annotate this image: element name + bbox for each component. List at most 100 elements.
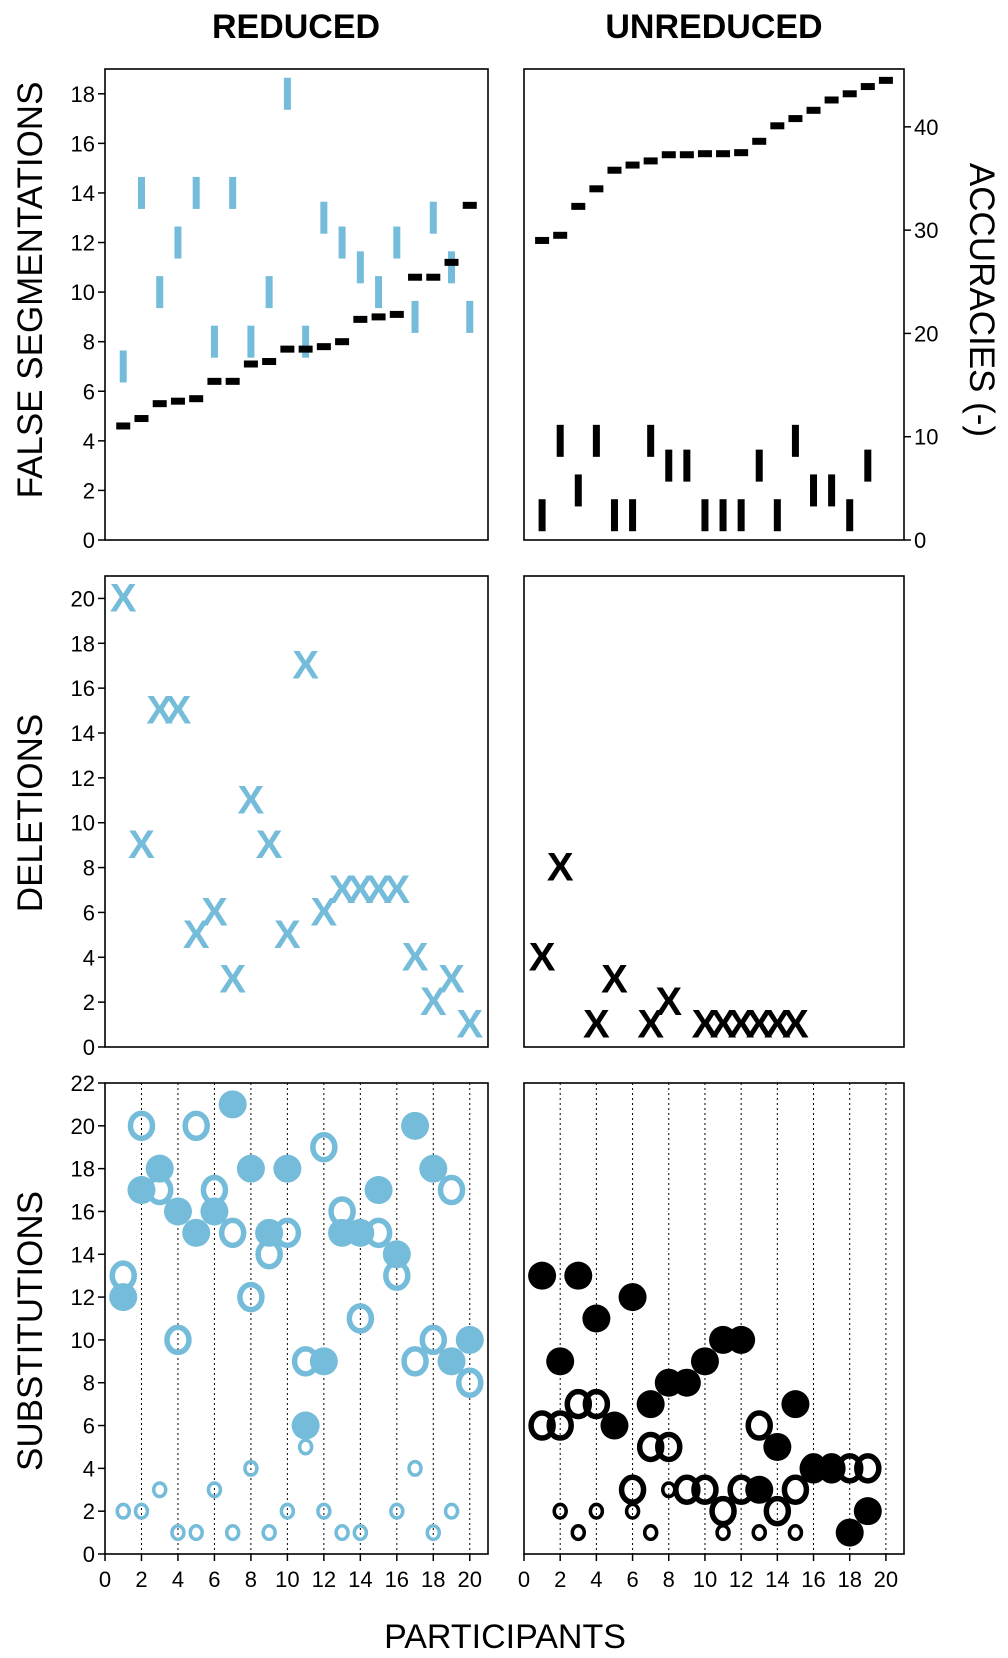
reduced-false-seg-accuracy-mark	[280, 345, 295, 353]
reduced-substitutions-filled-circle	[218, 1090, 247, 1119]
reduced-substitutions-filled-circle	[401, 1111, 430, 1140]
unreduced-false-seg-accuracy	[535, 76, 893, 244]
reduced-deletions-x-mark: X	[128, 823, 155, 867]
reduced-substitutions-xtick-label: 18	[421, 1567, 445, 1592]
unreduced-false-seg-bar-mark	[773, 499, 781, 532]
unreduced-accuracy-axis-ytick-label: 0	[914, 528, 926, 553]
unreduced-substitutions-open-circle	[817, 1453, 846, 1484]
reduced-false-seg-bar-mark	[338, 226, 346, 259]
reduced-false-seg-ytick-label: 16	[71, 131, 95, 156]
reduced-substitutions-open-circle	[218, 1217, 247, 1249]
reduced-false-seg-ytick-label: 8	[83, 330, 95, 355]
reduced-false-seg-bar-mark	[119, 350, 127, 383]
reduced-deletions-x-mark: X	[292, 644, 319, 688]
unreduced-substitutions-open-circle	[546, 1410, 574, 1441]
unreduced-false-seg-accuracy-mark	[716, 150, 731, 158]
reduced-false-seg-accuracy-mark	[426, 273, 441, 281]
reduced-substitutions-open-circle	[291, 1346, 320, 1377]
reduced-false-seg-ytick-label: 0	[83, 528, 95, 553]
unreduced-substitutions-open-circle	[835, 1453, 864, 1484]
reduced-substitutions-open-circle	[237, 1281, 265, 1313]
unreduced-substitutions-xtick-label: 0	[518, 1567, 530, 1592]
ylabel-false-segmentations: FALSE SEGMENTATIONS	[11, 82, 50, 499]
unreduced-substitutions-points	[528, 1261, 882, 1547]
reduced-substitutions-open-circle	[273, 1217, 302, 1249]
unreduced-substitutions-open-circle	[854, 1453, 882, 1484]
unreduced-deletions-x-mark: X	[583, 1003, 610, 1047]
reduced-deletions-ytick-label: 10	[71, 811, 95, 836]
reduced-substitutions-xtick-label: 2	[135, 1567, 147, 1592]
unreduced-false-seg-bar-mark	[683, 449, 691, 482]
unreduced-substitutions-frame	[523, 1082, 905, 1555]
reduced-substitutions-filled-circle	[455, 1325, 484, 1354]
reduced-substitutions-filled-circle	[182, 1218, 211, 1247]
reduced-substitutions-small-circle	[297, 1438, 314, 1456]
reduced-substitutions-ytick-label: 18	[71, 1157, 95, 1182]
unreduced-false-seg-accuracy-mark	[824, 96, 839, 104]
reduced-false-seg-bar-mark	[192, 176, 200, 209]
reduced-substitutions-filled-circle	[437, 1347, 466, 1376]
unreduced-false-seg-accuracy-mark	[752, 137, 767, 145]
reduced-substitutions-small-circle	[224, 1524, 241, 1542]
reduced-false-seg-ytick-label: 10	[71, 280, 95, 305]
reduced-false-seg-ytick-label: 14	[71, 181, 95, 206]
reduced-substitutions-filled-circle	[145, 1154, 174, 1183]
reduced-substitutions-frame	[104, 1082, 489, 1555]
unreduced-substitutions-xtick-label: 2	[554, 1567, 566, 1592]
reduced-substitutions-ytick-label: 22	[71, 1071, 95, 1096]
reduced-deletions-ytick-label: 14	[71, 721, 95, 746]
reduced-substitutions-ytick-label: 4	[83, 1456, 95, 1481]
reduced-deletions-x-mark: X	[438, 958, 465, 1002]
reduced-substitutions-open-circle	[127, 1110, 156, 1142]
ylabel-deletions: DELETIONS	[11, 714, 50, 912]
unreduced-substitutions-open-circle	[618, 1474, 647, 1506]
unreduced-false-seg-bar-mark	[574, 474, 582, 507]
reduced-deletions-x-mark: X	[183, 913, 210, 957]
unreduced-substitutions-filled-circle	[781, 1390, 810, 1419]
unreduced-false-seg-accuracy-mark	[842, 90, 857, 98]
unreduced-substitutions-filled-circle	[763, 1432, 792, 1461]
unreduced-false-seg-accuracy-mark	[625, 161, 640, 169]
reduced-substitutions-open-circle	[200, 1174, 229, 1206]
reduced-false-seg-ytick-label: 18	[71, 82, 95, 107]
reduced-deletions-x-mark: X	[238, 778, 265, 822]
reduced-deletions-x-mark: X	[311, 890, 338, 934]
reduced-false-seg-bars	[119, 77, 474, 383]
unreduced-substitutions-xtick-label: 6	[626, 1567, 638, 1592]
unreduced-false-seg-bar-mark	[647, 424, 655, 457]
unreduced-substitutions-small-circle	[552, 1502, 568, 1520]
unreduced-substitutions-open-circle	[727, 1474, 755, 1506]
reduced-substitutions-small-circle	[170, 1524, 186, 1542]
reduced-deletions-x-mark: X	[329, 868, 356, 912]
unreduced-deletions-x-mark: X	[746, 1003, 773, 1047]
reduced-false-seg-bar-mark	[247, 325, 255, 358]
reduced-substitutions-small-circle	[334, 1524, 350, 1542]
reduced-deletions-ytick-label: 8	[83, 856, 95, 881]
unreduced-substitutions-open-circle	[763, 1495, 792, 1527]
reduced-deletions-x-mark: X	[219, 958, 246, 1002]
unreduced-accuracy-axis-ytick-label: 30	[914, 218, 938, 243]
reduced-deletions-frame	[104, 575, 489, 1048]
reduced-substitutions-open-circle	[109, 1260, 137, 1291]
reduced-deletions-x-mark: X	[383, 868, 410, 912]
unreduced-false-seg-bar-mark	[719, 499, 727, 532]
unreduced-substitutions-open-circle	[582, 1388, 611, 1420]
reduced-false-seg-accuracy-mark	[225, 377, 240, 385]
unreduced-substitutions-xtick-label: 4	[590, 1567, 602, 1592]
reduced-substitutions-small-circle	[188, 1524, 204, 1542]
reduced-false-seg-accuracy-mark	[353, 315, 368, 323]
reduced-substitutions-small-circle	[352, 1524, 369, 1542]
reduced-substitutions-open-circle	[145, 1174, 174, 1206]
unreduced-substitutions-filled-circle	[618, 1283, 647, 1312]
reduced-substitutions-small-circle	[443, 1502, 460, 1520]
reduced-substitutions-xtick-label: 8	[245, 1567, 257, 1592]
unreduced-substitutions-filled-circle	[672, 1368, 701, 1397]
reduced-substitutions-ytick-label: 8	[83, 1371, 95, 1396]
reduced-substitutions-open-circle	[364, 1217, 393, 1249]
reduced-deletions-ytick-label: 18	[71, 631, 95, 656]
unreduced-deletions-x-mark: X	[547, 846, 574, 890]
reduced-false-seg-accuracy-mark	[189, 395, 204, 403]
reduced-false-seg-accuracy-mark	[335, 338, 350, 346]
unreduced-false-seg-bars	[538, 424, 872, 532]
